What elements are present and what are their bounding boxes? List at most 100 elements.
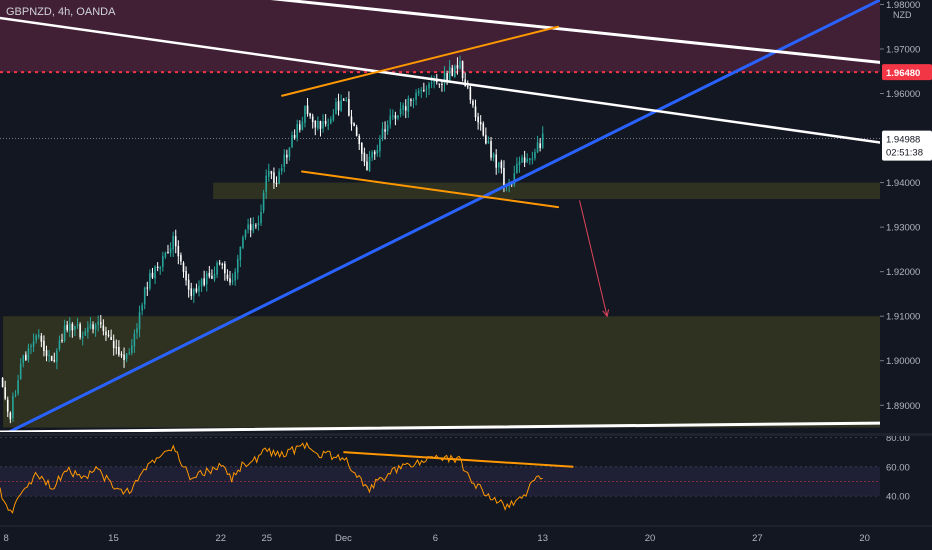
candle[interactable] bbox=[278, 168, 280, 185]
candle[interactable] bbox=[397, 115, 399, 121]
candle[interactable] bbox=[174, 229, 177, 254]
candle[interactable] bbox=[27, 343, 30, 363]
mid-zone[interactable] bbox=[213, 182, 880, 200]
candle[interactable] bbox=[342, 98, 345, 101]
candle[interactable] bbox=[105, 326, 107, 341]
candle[interactable] bbox=[48, 349, 50, 363]
candle[interactable] bbox=[541, 126, 544, 150]
candle[interactable] bbox=[58, 335, 61, 352]
candle[interactable] bbox=[366, 154, 368, 171]
candle[interactable] bbox=[180, 252, 182, 265]
candle[interactable] bbox=[182, 261, 185, 278]
candle[interactable] bbox=[477, 112, 479, 130]
candle[interactable] bbox=[337, 93, 340, 116]
candle[interactable] bbox=[208, 266, 211, 279]
candle[interactable] bbox=[461, 60, 464, 82]
candle[interactable] bbox=[322, 114, 324, 133]
candle[interactable] bbox=[141, 302, 143, 316]
candle[interactable] bbox=[247, 218, 249, 234]
candle[interactable] bbox=[143, 286, 146, 310]
candle[interactable] bbox=[386, 120, 389, 135]
candle[interactable] bbox=[283, 149, 286, 173]
candle[interactable] bbox=[454, 64, 456, 78]
candle[interactable] bbox=[242, 235, 244, 250]
candle[interactable] bbox=[521, 154, 523, 164]
candle[interactable] bbox=[120, 351, 123, 358]
candle[interactable] bbox=[332, 108, 335, 122]
candle[interactable] bbox=[301, 116, 304, 131]
symbol-title[interactable]: GBPNZD, 4h, OANDA bbox=[6, 6, 116, 18]
rsi-divergence-line[interactable] bbox=[343, 451, 574, 468]
candle[interactable] bbox=[167, 244, 169, 254]
candle[interactable] bbox=[30, 343, 32, 355]
candle[interactable] bbox=[317, 116, 319, 131]
candle[interactable] bbox=[513, 165, 516, 187]
candle[interactable] bbox=[118, 340, 120, 357]
candle[interactable] bbox=[68, 317, 71, 338]
candle[interactable] bbox=[523, 150, 526, 168]
candle[interactable] bbox=[497, 161, 500, 174]
candle[interactable] bbox=[216, 260, 218, 278]
candle[interactable] bbox=[236, 254, 239, 280]
candle[interactable] bbox=[536, 135, 539, 154]
candle[interactable] bbox=[448, 59, 451, 83]
candle[interactable] bbox=[94, 322, 97, 337]
candle[interactable] bbox=[495, 149, 498, 175]
candle[interactable] bbox=[112, 334, 115, 356]
candle[interactable] bbox=[146, 281, 149, 296]
candle[interactable] bbox=[211, 269, 213, 280]
candle[interactable] bbox=[490, 136, 492, 161]
candle[interactable] bbox=[368, 151, 371, 172]
candle[interactable] bbox=[131, 338, 133, 356]
candle[interactable] bbox=[234, 268, 236, 286]
candle[interactable] bbox=[128, 348, 131, 356]
candle[interactable] bbox=[306, 98, 309, 117]
candle[interactable] bbox=[133, 329, 136, 353]
candle[interactable] bbox=[286, 149, 288, 164]
candle[interactable] bbox=[156, 262, 159, 272]
candle[interactable] bbox=[25, 351, 27, 362]
candle[interactable] bbox=[32, 333, 35, 353]
white-bottom-line[interactable] bbox=[0, 421, 880, 432]
candle[interactable] bbox=[415, 89, 417, 106]
candle[interactable] bbox=[37, 329, 40, 339]
candle[interactable] bbox=[358, 133, 361, 150]
candle[interactable] bbox=[487, 136, 490, 144]
candle[interactable] bbox=[298, 120, 301, 133]
candle[interactable] bbox=[410, 98, 412, 107]
level-price-badge[interactable] bbox=[882, 64, 932, 81]
candle[interactable] bbox=[136, 323, 138, 340]
candle[interactable] bbox=[314, 120, 317, 136]
candle[interactable] bbox=[288, 147, 291, 161]
candle[interactable] bbox=[482, 121, 485, 137]
candle[interactable] bbox=[384, 121, 386, 140]
candle[interactable] bbox=[92, 321, 94, 334]
candle[interactable] bbox=[389, 108, 392, 129]
candle[interactable] bbox=[492, 152, 495, 162]
candle[interactable] bbox=[107, 330, 110, 338]
candle[interactable] bbox=[420, 87, 423, 99]
candle[interactable] bbox=[441, 80, 443, 92]
candle[interactable] bbox=[404, 99, 407, 119]
candle[interactable] bbox=[376, 144, 379, 157]
candle[interactable] bbox=[53, 352, 56, 363]
candle[interactable] bbox=[407, 95, 410, 118]
candle[interactable] bbox=[293, 129, 296, 140]
candle[interactable] bbox=[260, 204, 262, 227]
candle[interactable] bbox=[203, 270, 205, 287]
candle[interactable] bbox=[373, 149, 376, 160]
candle[interactable] bbox=[324, 114, 327, 127]
candle[interactable] bbox=[9, 411, 12, 424]
candle[interactable] bbox=[311, 113, 314, 129]
candle[interactable] bbox=[138, 305, 141, 338]
candle[interactable] bbox=[50, 355, 53, 362]
candle[interactable] bbox=[518, 156, 521, 173]
candle[interactable] bbox=[17, 374, 19, 396]
last-price-badge[interactable] bbox=[882, 130, 932, 161]
candle[interactable] bbox=[221, 262, 224, 270]
lower-demand-zone[interactable] bbox=[3, 316, 880, 428]
candle[interactable] bbox=[363, 147, 366, 167]
candle[interactable] bbox=[218, 259, 221, 266]
candle[interactable] bbox=[84, 328, 87, 337]
candle[interactable] bbox=[275, 176, 278, 187]
